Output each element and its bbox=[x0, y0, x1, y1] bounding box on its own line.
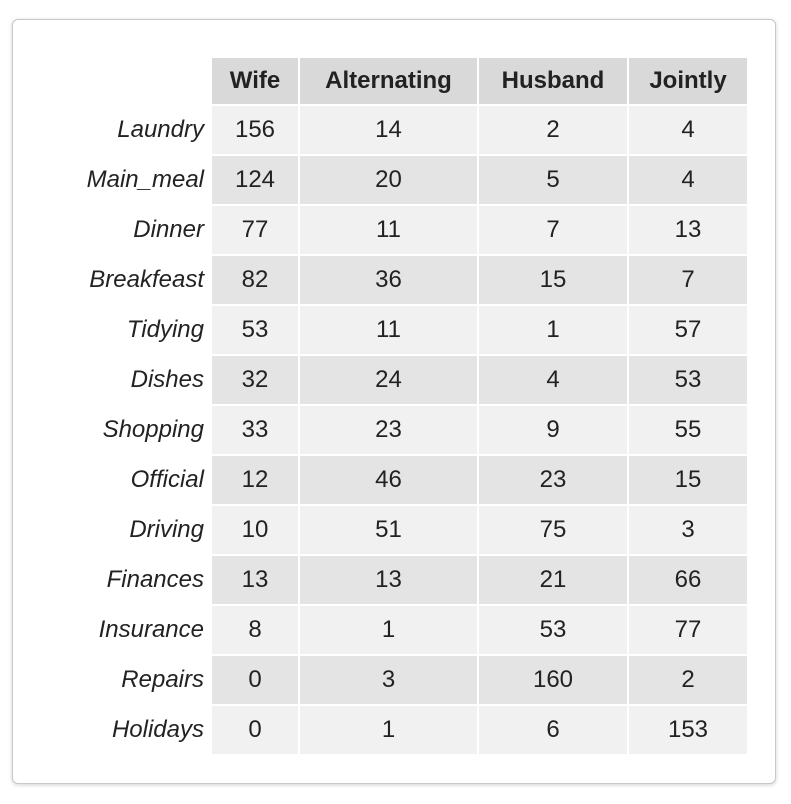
table-cell: 160 bbox=[479, 656, 627, 704]
table-cell: 53 bbox=[629, 356, 747, 404]
table-cell: 51 bbox=[300, 506, 477, 554]
table-row: Dishes 32 24 4 53 bbox=[66, 356, 747, 404]
header-row: Wife Alternating Husband Jointly bbox=[66, 58, 747, 104]
table-cell: 53 bbox=[479, 606, 627, 654]
table-cell: 12 bbox=[212, 456, 298, 504]
table-cell: 1 bbox=[300, 606, 477, 654]
row-label: Breakfeast bbox=[89, 266, 204, 293]
table-cell: 23 bbox=[479, 456, 627, 504]
table-cell: 3 bbox=[629, 506, 747, 554]
table-cell: 75 bbox=[479, 506, 627, 554]
table-cell: 4 bbox=[629, 106, 747, 154]
row-label: Official bbox=[130, 466, 204, 493]
row-label: Insurance bbox=[98, 616, 204, 643]
table-cell: 7 bbox=[629, 256, 747, 304]
row-label: Dinner bbox=[133, 216, 204, 243]
column-header-wife: Wife bbox=[212, 58, 298, 104]
table-cell: 1 bbox=[479, 306, 627, 354]
table-cell: 10 bbox=[212, 506, 298, 554]
table-cell: 77 bbox=[629, 606, 747, 654]
table-row: Repairs 0 3 160 2 bbox=[66, 656, 747, 704]
table-cell: 66 bbox=[629, 556, 747, 604]
row-label: Tidying bbox=[126, 316, 204, 343]
table-row: Finances 13 13 21 66 bbox=[66, 556, 747, 604]
table-cell: 53 bbox=[212, 306, 298, 354]
row-label: Main_meal bbox=[86, 166, 204, 193]
table-cell: 7 bbox=[479, 206, 627, 254]
column-header-husband: Husband bbox=[479, 58, 627, 104]
table-row: Driving 10 51 75 3 bbox=[66, 506, 747, 554]
row-label: Repairs bbox=[121, 666, 204, 693]
table-cell: 46 bbox=[300, 456, 477, 504]
table-cell: 33 bbox=[212, 406, 298, 454]
table-cell: 15 bbox=[629, 456, 747, 504]
row-label: Shopping bbox=[102, 416, 204, 443]
table-row: Main_meal 124 20 5 4 bbox=[66, 156, 747, 204]
column-header-jointly: Jointly bbox=[629, 58, 747, 104]
table-cell: 9 bbox=[479, 406, 627, 454]
table-cell: 4 bbox=[629, 156, 747, 204]
table-cell: 77 bbox=[212, 206, 298, 254]
table-cell: 124 bbox=[212, 156, 298, 204]
table-cell: 2 bbox=[629, 656, 747, 704]
table-row: Breakfeast 82 36 15 7 bbox=[66, 256, 747, 304]
table-cell: 55 bbox=[629, 406, 747, 454]
table-cell: 4 bbox=[479, 356, 627, 404]
table-cell: 24 bbox=[300, 356, 477, 404]
table-row: Shopping 33 23 9 55 bbox=[66, 406, 747, 454]
row-label: Laundry bbox=[117, 116, 204, 143]
table-cell: 15 bbox=[479, 256, 627, 304]
table-cell: 13 bbox=[300, 556, 477, 604]
table-cell: 11 bbox=[300, 206, 477, 254]
table-card: Wife Alternating Husband Jointly Laundry… bbox=[12, 19, 776, 784]
table-cell: 0 bbox=[212, 656, 298, 704]
table-row: Dinner 77 11 7 13 bbox=[66, 206, 747, 254]
row-label: Driving bbox=[129, 516, 204, 543]
table-cell: 6 bbox=[479, 706, 627, 754]
row-label: Dishes bbox=[130, 366, 204, 393]
table-cell: 153 bbox=[629, 706, 747, 754]
table-cell: 36 bbox=[300, 256, 477, 304]
table-cell: 13 bbox=[212, 556, 298, 604]
table-row: Holidays 0 1 6 153 bbox=[66, 706, 747, 754]
table-cell: 3 bbox=[300, 656, 477, 704]
table-cell: 5 bbox=[479, 156, 627, 204]
column-header-alternating: Alternating bbox=[300, 58, 477, 104]
table-row: Insurance 8 1 53 77 bbox=[66, 606, 747, 654]
table-cell: 13 bbox=[629, 206, 747, 254]
row-label: Finances bbox=[106, 566, 204, 593]
table-row: Laundry 156 14 2 4 bbox=[66, 106, 747, 154]
table-cell: 14 bbox=[300, 106, 477, 154]
table-cell: 23 bbox=[300, 406, 477, 454]
table-cell: 0 bbox=[212, 706, 298, 754]
table-body: Laundry 156 14 2 4 Main_meal 124 20 5 4 Dinner 77 11… bbox=[66, 106, 747, 754]
table-cell: 32 bbox=[212, 356, 298, 404]
contingency-table: Wife Alternating Husband Jointly Laundry… bbox=[64, 56, 749, 756]
table-cell: 8 bbox=[212, 606, 298, 654]
table-cell: 82 bbox=[212, 256, 298, 304]
table-row: Tidying 53 11 1 57 bbox=[66, 306, 747, 354]
table-row: Official 12 46 23 15 bbox=[66, 456, 747, 504]
corner-cell bbox=[66, 58, 210, 104]
table-cell: 57 bbox=[629, 306, 747, 354]
table-cell: 20 bbox=[300, 156, 477, 204]
table-cell: 156 bbox=[212, 106, 298, 154]
row-label: Holidays bbox=[111, 716, 204, 743]
table-cell: 2 bbox=[479, 106, 627, 154]
table-cell: 1 bbox=[300, 706, 477, 754]
table-cell: 11 bbox=[300, 306, 477, 354]
table-cell: 21 bbox=[479, 556, 627, 604]
